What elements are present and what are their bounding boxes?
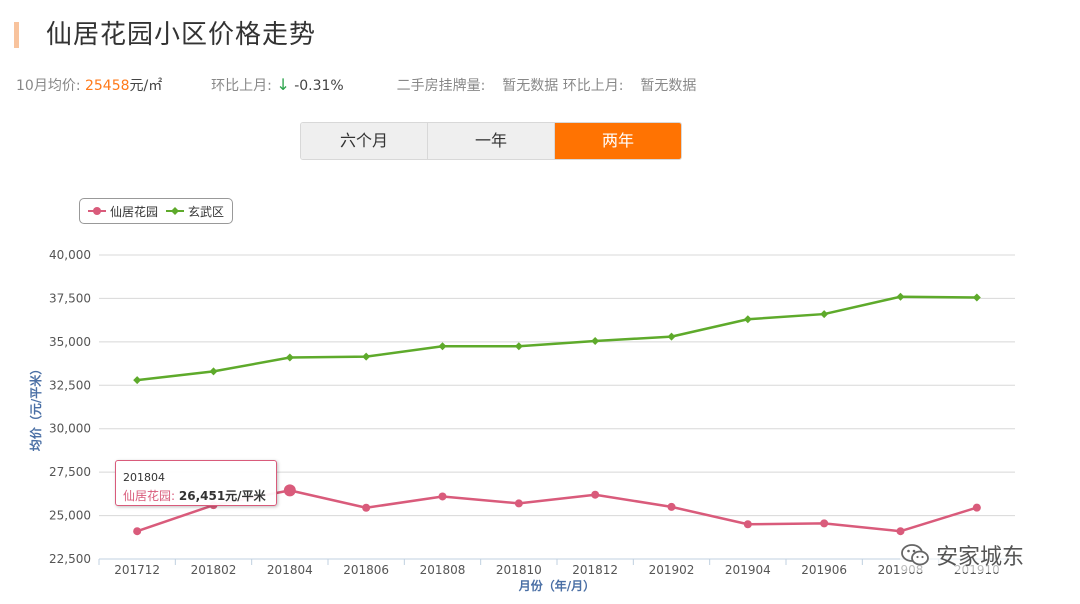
x-tick-label: 201802 <box>191 563 237 577</box>
tooltip-value: 26,451元/平米 <box>178 489 266 503</box>
x-tick-label: 201808 <box>420 563 466 577</box>
x-tick-label: 201804 <box>267 563 313 577</box>
tooltip-date: 201804 <box>123 471 165 484</box>
x-tick-label: 201904 <box>725 563 771 577</box>
x-axis-title: 月份（年/月） <box>518 578 595 593</box>
y-tick-label: 30,000 <box>49 422 91 436</box>
watermark: 安家城东 <box>900 538 1025 572</box>
series-2-point <box>667 332 676 341</box>
legend-label-series1: 仙居花园 <box>110 204 159 219</box>
avg-price-value: 25458 <box>84 78 130 94</box>
wechat-icon <box>901 544 929 566</box>
legend-swatch-circle-icon <box>88 207 106 215</box>
listing-mom-label: 环比上月: <box>562 78 624 94</box>
chart-tooltip: 201804 仙居花园: 26,451元/平米 <box>115 460 277 506</box>
series-1-point <box>972 503 981 512</box>
series-1-point <box>283 484 296 497</box>
series-1-point <box>743 520 752 529</box>
stats-row: 10月均价: 25458元/㎡ 环比上月: ↓ -0.31% 二手房挂牌量: 暂… <box>16 75 696 95</box>
title-accent-bar <box>14 22 19 48</box>
series-1-point <box>438 492 447 501</box>
listing-label: 二手房挂牌量: <box>396 78 486 94</box>
y-tick-label: 32,500 <box>49 378 91 392</box>
legend-label-series2: 玄武区 <box>188 204 225 219</box>
series-1-point <box>362 503 371 512</box>
series-1-point <box>896 527 905 536</box>
y-tick-label: 37,500 <box>49 291 91 305</box>
y-tick-label: 40,000 <box>49 248 91 262</box>
series-2-point <box>362 352 371 361</box>
mom-value: -0.31% <box>294 78 344 94</box>
y-tick-label: 35,000 <box>49 335 91 349</box>
page-title: 仙居花园小区价格走势 <box>46 20 317 50</box>
series-2-point <box>133 376 142 385</box>
series-1-point <box>667 502 676 511</box>
series-2-point <box>209 367 218 376</box>
series-1-point <box>133 527 142 536</box>
y-tick-label: 27,500 <box>49 465 91 479</box>
tab-six-months[interactable]: 六个月 <box>301 123 428 159</box>
x-tick-label: 201810 <box>496 563 542 577</box>
listing-value: 暂无数据 <box>502 78 559 94</box>
series-2-point <box>972 293 981 302</box>
series-2-point <box>820 310 829 319</box>
series-2-point <box>514 342 523 351</box>
tooltip-series-name: 仙居花园: <box>123 489 176 503</box>
series-1-point <box>591 490 600 499</box>
chart-legend: 仙居花园 玄武区 <box>79 198 234 224</box>
legend-item-series1[interactable]: 仙居花园 <box>88 203 158 220</box>
y-tick-label: 22,500 <box>49 552 91 566</box>
x-tick-label: 201806 <box>343 563 389 577</box>
x-tick-label: 201812 <box>572 563 618 577</box>
down-arrow-icon: ↓ <box>276 75 290 94</box>
y-axis-title: 均价（元/平米） <box>28 363 43 451</box>
series-line-1 <box>136 489 978 533</box>
legend-item-series2[interactable]: 玄武区 <box>166 203 224 220</box>
tab-one-year[interactable]: 一年 <box>428 123 555 159</box>
series-2-point <box>591 336 600 345</box>
period-tabs: 六个月 一年 两年 <box>300 122 682 160</box>
listing-mom-value: 暂无数据 <box>640 78 697 94</box>
series-2-point <box>285 353 294 362</box>
x-tick-label: 201902 <box>649 563 695 577</box>
series-2-point <box>743 315 752 324</box>
series-1-point <box>514 499 523 508</box>
x-tick-label: 201712 <box>114 563 160 577</box>
tab-two-years[interactable]: 两年 <box>555 123 681 159</box>
series-line-2 <box>137 295 977 382</box>
legend-swatch-diamond-icon <box>166 207 185 215</box>
mom-label: 环比上月: <box>211 78 272 94</box>
avg-price-label: 10月均价: <box>16 78 81 94</box>
series-2-point <box>438 342 447 351</box>
avg-price-unit: 元/㎡ <box>129 78 163 94</box>
watermark-text: 安家城东 <box>936 545 1025 570</box>
series-1-point <box>820 519 829 528</box>
x-tick-label: 201906 <box>801 563 847 577</box>
series-2-point <box>896 292 905 301</box>
y-tick-label: 25,000 <box>49 509 91 523</box>
